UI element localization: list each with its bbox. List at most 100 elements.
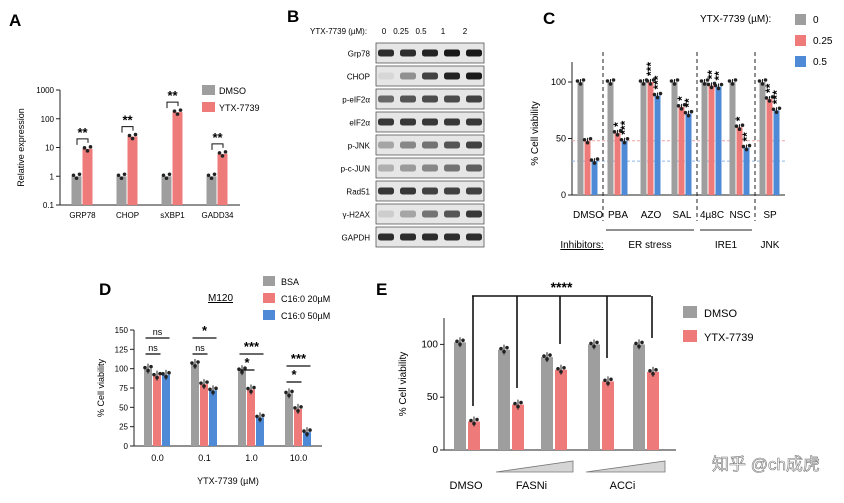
e-bar-point-1 <box>502 349 506 354</box>
d-sig-label: * <box>291 367 297 382</box>
d-bar-point-0 <box>255 414 259 419</box>
b-band <box>466 118 482 126</box>
d-bar-0 <box>285 393 293 446</box>
c-bar-point-1 <box>615 133 620 137</box>
a-bar-point-1 <box>209 176 214 181</box>
c-bar-point-1 <box>760 82 765 86</box>
c-bar-2 <box>591 161 598 195</box>
c-bar-point-2 <box>588 136 593 141</box>
d-sig-label: * <box>244 355 250 370</box>
d-bar-point-2 <box>158 371 162 376</box>
d-legend-label: C16:0 50µM <box>281 311 330 321</box>
b-band <box>466 164 482 172</box>
d-bar-point-1 <box>146 368 150 373</box>
d-bar-point-0 <box>284 390 288 395</box>
a-bar-ytx-7739 <box>172 112 183 205</box>
b-band <box>400 187 416 195</box>
c-bar-point-0 <box>612 130 617 134</box>
c-bar-point-1 <box>672 82 677 86</box>
c-bar-point-0 <box>713 83 718 88</box>
e-bar-point-0 <box>589 341 593 346</box>
watermark: 知乎 @ch成虎 <box>712 455 820 474</box>
c-bar-point-0 <box>638 79 643 83</box>
c-bar-1 <box>647 82 654 195</box>
panel-label-e: E <box>376 280 387 299</box>
d-sig-label: ns <box>195 343 205 353</box>
c-bar-point-1 <box>716 86 721 91</box>
c-bar-1 <box>766 98 773 195</box>
d-sig-label: *** <box>291 351 307 366</box>
b-band <box>422 141 438 149</box>
b-dose-label: 1 <box>441 27 446 36</box>
c-bar-point-2 <box>618 129 623 133</box>
b-band <box>378 72 394 80</box>
e-sig-label: **** <box>551 279 573 295</box>
b-row-label: CHOP <box>347 73 370 82</box>
d-sig-label: ns <box>148 343 158 353</box>
a-y-axis-label: Relative expression <box>16 108 26 187</box>
d-bar-point-1 <box>296 409 300 413</box>
b-row-label: p-eIF2α <box>342 96 370 105</box>
e-bar-point-2 <box>548 353 552 357</box>
a-bar-point-0 <box>82 146 87 150</box>
a-bar-point-1 <box>164 176 169 181</box>
e-bar-point-0 <box>513 401 517 406</box>
d-y-tick-label: 150 <box>115 326 129 335</box>
c-bar-point-0 <box>645 79 650 83</box>
b-band <box>378 210 394 218</box>
e-bar-0 <box>498 349 510 450</box>
e-x-group-label: FASNi <box>516 480 547 492</box>
b-band <box>422 233 438 241</box>
e-bar-point-2 <box>519 400 523 405</box>
chart-a: 0.1 1 10 100 1000 Relative expression GRP78 ** C… <box>16 85 260 220</box>
c-legend-title: YTX-7739 (µM): <box>700 14 771 25</box>
d-y-tick-label: 0 <box>124 442 129 451</box>
c-x-tick-label: SP <box>763 210 777 221</box>
e-bar-1 <box>555 369 567 450</box>
b-band <box>444 118 460 126</box>
d-bar-point-2 <box>243 366 247 371</box>
d-bar-0 <box>144 368 152 446</box>
a-bar-point-1 <box>130 136 135 141</box>
e-bar-point-0 <box>455 339 459 344</box>
c-bar-point-1 <box>585 140 590 145</box>
a-x-tick-label: sXBP1 <box>160 211 185 220</box>
e-bar-point-2 <box>461 338 465 343</box>
c-y-tick-label: 50 <box>556 134 566 144</box>
e-bar-point-0 <box>603 378 607 383</box>
d-legend-label: BSA <box>281 277 299 287</box>
b-dose-label: 0 <box>382 27 387 36</box>
c-legend-label: 0.25 <box>813 36 833 47</box>
b-band <box>444 210 460 218</box>
e-bar-point-0 <box>634 341 638 346</box>
d-bar-point-1 <box>202 384 206 388</box>
a-x-tick-label: CHOP <box>116 211 139 220</box>
b-band <box>378 164 394 172</box>
c-bar-point-2 <box>740 123 745 127</box>
c-x-tick-label: AZO <box>641 210 662 221</box>
c-bar-0 <box>671 82 678 195</box>
e-x-group-label: DMSO <box>450 480 483 492</box>
b-row-label: Rad51 <box>346 188 370 197</box>
a-bar-point-0 <box>127 133 132 138</box>
c-legend-swatch <box>795 14 806 25</box>
d-sig-label: * <box>202 323 208 338</box>
b-row-label: eIF2α <box>349 119 370 128</box>
a-sig-label: ** <box>167 88 178 103</box>
c-bar-point-0 <box>652 92 657 97</box>
c-bar-point-2 <box>658 91 663 96</box>
c-bar-point-2 <box>705 78 710 82</box>
c-bar-point-1 <box>641 82 646 86</box>
a-bar-point-1 <box>119 176 124 181</box>
e-bar-point-0 <box>469 418 473 423</box>
d-bar-1 <box>247 389 255 446</box>
b-row-label: γ-H2AX <box>342 211 370 220</box>
c-bar-point-0 <box>757 79 762 83</box>
d-x-axis-label: YTX-7739 (µM) <box>197 476 259 486</box>
c-bar-point-1 <box>648 82 653 86</box>
c-inhibitors-label: Inhibitors: <box>560 240 603 251</box>
e-bar-point-1 <box>545 357 549 361</box>
c-bar-point-2 <box>611 78 616 82</box>
c-bar-2 <box>654 95 661 195</box>
d-bar-point-1 <box>193 364 197 368</box>
